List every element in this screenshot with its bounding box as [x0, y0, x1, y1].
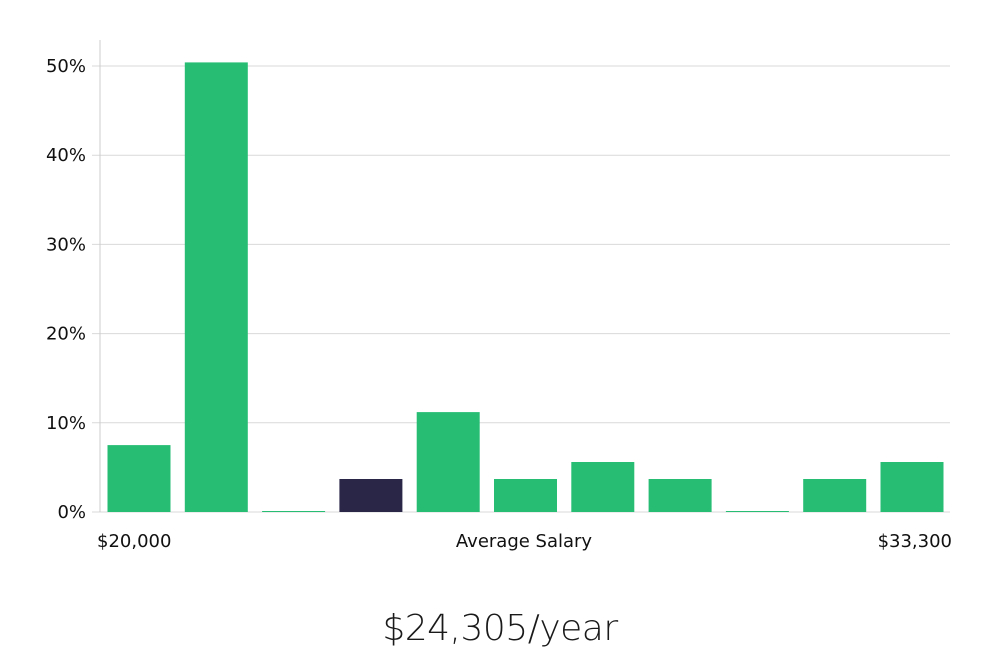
- salary-histogram-chart: 0% 10% 20% 30% 40% 50% $20,000 Average Salary…: [46, 40, 952, 552]
- bar: [803, 479, 867, 512]
- y-tick-label: 50%: [46, 56, 86, 77]
- bar: [416, 412, 480, 512]
- bar: [725, 511, 789, 512]
- bar: [571, 462, 635, 512]
- bar: [184, 62, 248, 513]
- bar: [494, 479, 557, 512]
- average-salary-value: $24,305/year: [382, 608, 618, 649]
- y-tick-label: 10%: [46, 413, 86, 434]
- y-tick-label: 20%: [46, 324, 86, 345]
- bar: [262, 511, 326, 512]
- bar-highlighted: [339, 479, 403, 512]
- bar: [107, 445, 171, 512]
- y-tick-label: 0%: [57, 502, 86, 523]
- x-axis-max-label: $33,300: [878, 531, 952, 552]
- bar: [880, 462, 944, 512]
- y-tick-label: 40%: [46, 145, 86, 166]
- bar: [648, 479, 712, 512]
- bars: [107, 62, 944, 513]
- x-axis-min-label: $20,000: [97, 531, 171, 552]
- x-axis-title: Average Salary: [456, 531, 593, 552]
- y-axis-ticks: 0% 10% 20% 30% 40% 50%: [46, 56, 86, 523]
- y-tick-label: 30%: [46, 234, 86, 255]
